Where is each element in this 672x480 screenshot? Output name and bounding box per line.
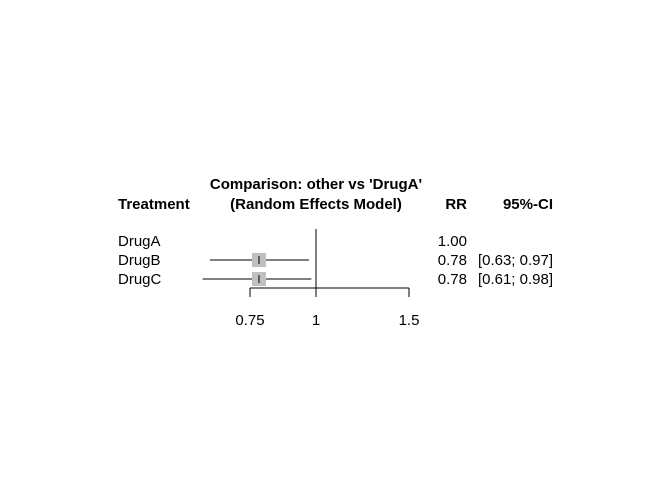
x-axis: 0.75 1 1.5 bbox=[235, 229, 419, 329]
row-label: DrugC bbox=[118, 271, 162, 288]
column-header-ci: 95%-CI bbox=[503, 196, 553, 213]
x-tick-label: 1 bbox=[312, 312, 320, 329]
plot-title-line2: (Random Effects Model) bbox=[230, 196, 402, 213]
x-tick-label: 1.5 bbox=[399, 312, 420, 329]
row-label: DrugA bbox=[118, 233, 161, 250]
rr-value: 0.78 bbox=[438, 252, 467, 269]
column-header-rr: RR bbox=[445, 196, 467, 213]
rr-value: 0.78 bbox=[438, 271, 467, 288]
rr-value: 1.00 bbox=[438, 233, 467, 250]
ci-value: [0.61; 0.98] bbox=[478, 271, 553, 288]
row-label: DrugB bbox=[118, 252, 161, 269]
column-header-treatment: Treatment bbox=[118, 196, 190, 213]
x-tick-label: 0.75 bbox=[235, 312, 264, 329]
plot-title-line1: Comparison: other vs 'DrugA' bbox=[210, 176, 422, 193]
ci-value: [0.63; 0.97] bbox=[478, 252, 553, 269]
forest-rows: DrugA 1.00 DrugB 0.78 [0.63; 0.97] DrugC 0.78 [… bbox=[118, 233, 553, 288]
